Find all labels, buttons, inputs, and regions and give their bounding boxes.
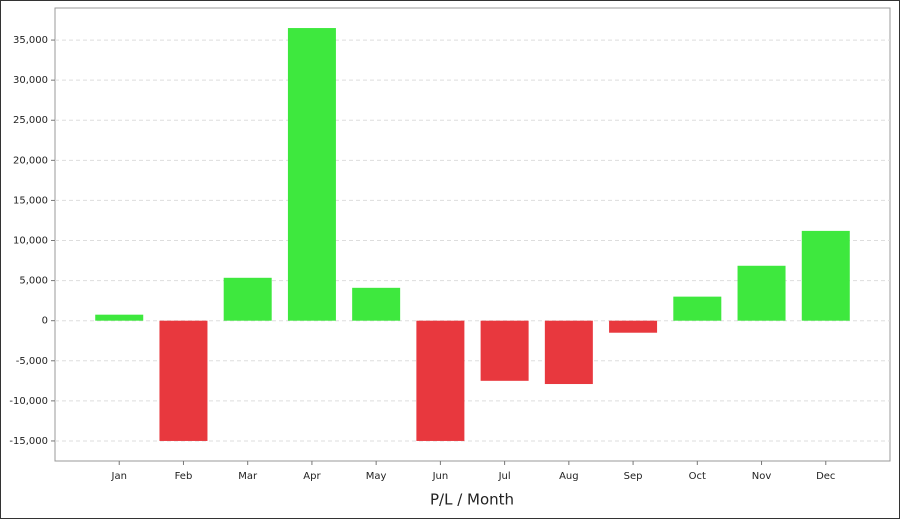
y-tick-label: 30,000 [13, 75, 48, 86]
x-tick-label: Jul [498, 471, 511, 482]
y-tick-label: 10,000 [13, 236, 48, 247]
y-tick-label: 0 [42, 316, 48, 327]
bar [801, 230, 850, 321]
bar [159, 320, 208, 441]
bar [673, 296, 722, 321]
bar [287, 28, 336, 321]
bar [544, 320, 593, 385]
x-axis-label: P/L / Month [430, 491, 514, 509]
x-tick-label: Aug [559, 471, 579, 482]
x-tick-label: Mar [238, 471, 258, 482]
bar [223, 277, 272, 321]
x-tick-label: Jan [111, 471, 127, 482]
x-tick-label: Apr [303, 471, 321, 482]
y-tick-label: 35,000 [13, 35, 48, 46]
y-tick-label: 25,000 [13, 115, 48, 126]
y-tick-label: 15,000 [13, 195, 48, 206]
x-tick-label: Jun [432, 471, 449, 482]
x-tick-label: May [366, 471, 387, 482]
x-tick-label: Feb [175, 471, 193, 482]
y-tick-label: -15,000 [9, 436, 48, 447]
bar [352, 287, 401, 321]
bar [609, 320, 658, 333]
x-tick-label: Oct [689, 471, 706, 482]
bar [416, 320, 465, 441]
bar [737, 265, 786, 321]
x-tick-label: Dec [816, 471, 835, 482]
x-tick-label: Nov [752, 471, 772, 482]
y-tick-label: 5,000 [19, 276, 48, 287]
bar [95, 314, 144, 321]
bar [480, 320, 529, 381]
y-tick-label: 20,000 [13, 155, 48, 166]
y-tick-label: -10,000 [9, 396, 48, 407]
x-tick-label: Sep [624, 471, 643, 482]
y-tick-label: -5,000 [16, 356, 48, 367]
